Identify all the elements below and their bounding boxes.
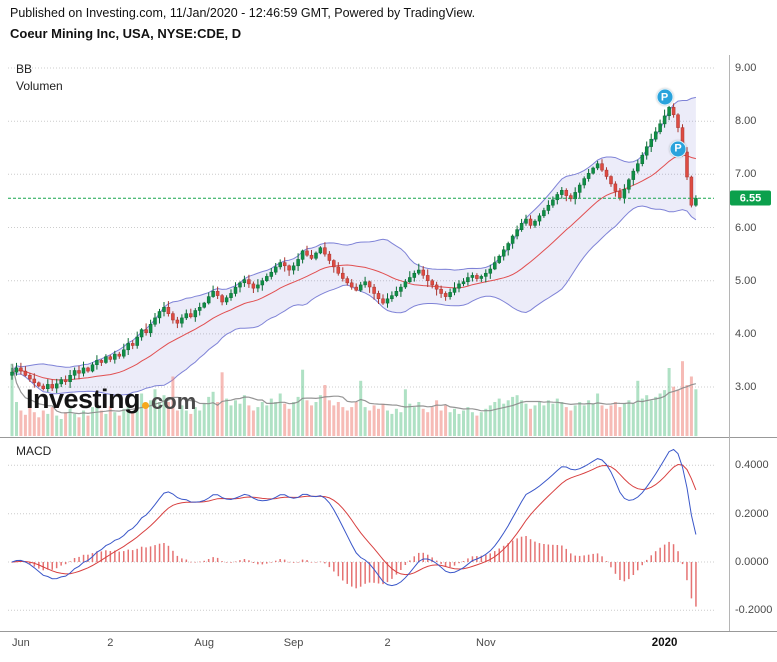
price-tick-label: 5.00 — [735, 274, 757, 287]
bollinger-upper-line — [11, 96, 697, 373]
price-tick-label: 4.00 — [735, 327, 757, 340]
time-tick-label: Sep — [283, 637, 304, 649]
volume-bars-layer — [10, 361, 698, 437]
watermark-dot-icon — [142, 402, 150, 409]
time-tick-label: Jun — [12, 637, 30, 649]
macd-lines-layer — [11, 448, 697, 587]
volume-indicator-label: Volumen — [16, 79, 63, 93]
price-grid — [8, 67, 714, 388]
bollinger-middle-line — [11, 154, 697, 381]
macd-line — [11, 448, 697, 587]
candles-layer — [10, 103, 698, 394]
macd-tick-label: 0.4000 — [735, 459, 769, 472]
macd-tick-label: 0.0000 — [735, 556, 769, 568]
price-tick-label: 3.00 — [735, 381, 757, 393]
bollinger-lower-line — [11, 205, 697, 396]
watermark-text-investing: Investing — [26, 384, 141, 414]
price-tick-label: 9.00 — [735, 62, 757, 74]
macd-histogram-layer — [11, 536, 697, 607]
time-tick-label: 2020 — [651, 637, 678, 649]
position-marker[interactable]: P — [656, 88, 674, 106]
macd-indicator-label: MACD — [16, 444, 52, 458]
bollinger-band — [11, 96, 697, 396]
price-tick-label: 7.00 — [735, 168, 757, 181]
bb-indicator-label: BB — [16, 62, 33, 76]
investing-watermark-logo: Investing com — [26, 386, 196, 413]
macd-grid — [8, 464, 714, 611]
position-marker[interactable]: P — [669, 140, 687, 158]
watermark-text-com: com — [151, 389, 197, 414]
published-line: Published on Investing.com, 11/Jan/2020 … — [10, 6, 476, 20]
macd-signal-line — [11, 463, 697, 576]
time-tick-label: 2 — [384, 637, 391, 649]
chart-title: Coeur Mining Inc, USA, NYSE:CDE, D — [10, 26, 242, 41]
volume-ma-line — [11, 363, 697, 415]
price-tick-label: 6.00 — [735, 221, 757, 234]
time-tick-label: Nov — [476, 637, 496, 649]
time-tick-label: 2 — [107, 637, 114, 649]
macd-tick-label: 0.2000 — [735, 507, 769, 520]
price-tick-label: 8.00 — [735, 115, 757, 128]
last-price-badge: 6.55 — [730, 190, 771, 206]
time-tick-label: Aug — [194, 637, 214, 649]
macd-tick-label: -0.2000 — [735, 604, 773, 617]
